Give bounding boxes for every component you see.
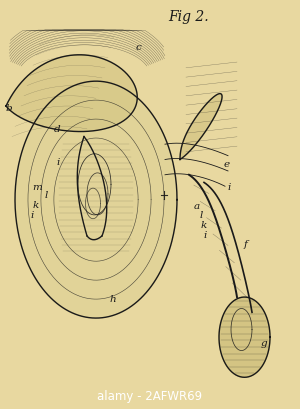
Polygon shape (180, 94, 222, 160)
Text: l: l (199, 211, 203, 220)
Text: a: a (194, 201, 200, 210)
Polygon shape (219, 297, 270, 378)
Polygon shape (15, 82, 177, 318)
Text: k: k (32, 200, 38, 209)
Text: i: i (57, 157, 60, 166)
Text: h: h (109, 295, 116, 304)
Text: alamy - 2AFWR69: alamy - 2AFWR69 (98, 389, 202, 402)
Text: m: m (33, 182, 42, 191)
Text: i: i (31, 211, 34, 220)
Text: f: f (244, 240, 248, 248)
Text: k: k (200, 220, 206, 229)
Text: c: c (135, 43, 141, 52)
Text: i: i (204, 230, 207, 239)
Text: e: e (224, 160, 230, 169)
Text: b: b (6, 104, 12, 113)
Text: l: l (45, 191, 48, 200)
Text: Fig 2.: Fig 2. (169, 9, 209, 23)
Text: g: g (261, 339, 267, 348)
Text: d: d (54, 125, 60, 134)
Polygon shape (6, 56, 137, 132)
Text: i: i (228, 182, 231, 191)
